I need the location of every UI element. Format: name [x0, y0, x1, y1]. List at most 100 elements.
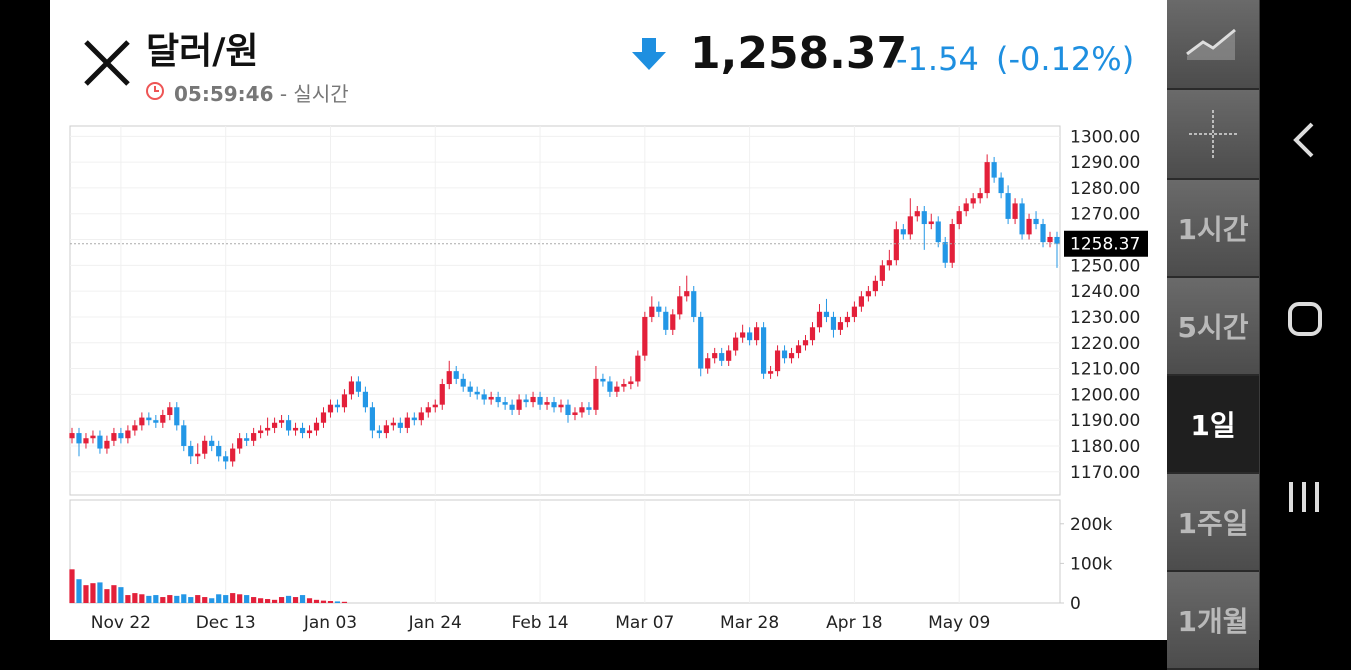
candle-body — [271, 422, 278, 428]
volume-bar — [216, 594, 222, 603]
volume-bar — [223, 595, 229, 603]
candle-body — [600, 378, 606, 382]
volume-bar — [90, 583, 96, 603]
interval-button[interactable]: 5시간 — [1167, 278, 1259, 376]
candle-body — [230, 448, 236, 462]
interval-button[interactable]: 1주일 — [1167, 474, 1259, 572]
candle-body — [635, 355, 641, 382]
candle-body — [306, 430, 313, 434]
volume-bar — [132, 593, 138, 603]
candle-body — [593, 378, 599, 410]
candle-body — [1012, 203, 1018, 219]
candle-body — [446, 371, 452, 385]
candle-body — [537, 396, 543, 405]
candle-body — [935, 221, 941, 243]
candle-body — [132, 425, 138, 431]
candle-body — [802, 340, 809, 346]
y-tick-label: 1240.00 — [1070, 282, 1140, 302]
volume-bar — [97, 582, 103, 603]
candle-body — [146, 417, 152, 421]
candle-body — [202, 440, 208, 454]
volume-bar — [69, 569, 75, 603]
candle-body — [502, 402, 508, 405]
crosshair-button[interactable] — [1167, 90, 1259, 180]
candle-body — [760, 327, 767, 374]
candle-body — [788, 353, 795, 359]
candle-body — [579, 407, 585, 413]
y-tick-label: 1250.00 — [1070, 256, 1140, 276]
candle-body — [390, 422, 396, 426]
volume-bar — [237, 594, 243, 603]
candle-body — [209, 440, 215, 446]
volume-bar — [334, 601, 341, 603]
candle-body — [292, 427, 299, 431]
candle-body — [1026, 218, 1032, 235]
candle-body — [418, 412, 424, 421]
x-tick-label: Dec 13 — [196, 613, 256, 633]
candle-body — [998, 177, 1004, 194]
candle-body — [558, 404, 564, 408]
last-price-tag — [1064, 230, 1148, 257]
x-tick-label: Mar 28 — [720, 613, 779, 633]
candle-body — [334, 404, 341, 408]
candle-body — [244, 438, 250, 441]
volume-bar — [244, 595, 250, 603]
candle-body — [858, 296, 864, 307]
candle-body — [956, 211, 962, 225]
change-percent: (-0.12%) — [996, 40, 1135, 78]
volume-bar — [320, 600, 327, 603]
y-tick-label: 1270.00 — [1070, 205, 1140, 225]
candle-body — [907, 216, 913, 235]
candle-body — [258, 430, 264, 434]
candle-body — [118, 433, 124, 439]
change: -1.54 — [896, 40, 979, 78]
close-button[interactable] — [78, 32, 138, 92]
candle-body — [921, 211, 927, 225]
candle-body — [509, 404, 515, 410]
candle-body — [481, 394, 487, 400]
chart-type-button[interactable] — [1167, 0, 1259, 90]
candle-body — [565, 404, 571, 416]
volume-bar — [118, 587, 124, 603]
volume-bar — [265, 599, 271, 603]
candle-body — [355, 381, 362, 392]
candle-body — [767, 371, 774, 374]
volume-bar — [306, 598, 313, 603]
candle-body — [523, 399, 529, 403]
volume-bar — [174, 595, 180, 603]
candle-body — [900, 229, 906, 235]
candle-body — [984, 162, 990, 194]
x-tick-label: Nov 22 — [91, 613, 151, 633]
status: - 실시간 — [279, 82, 349, 106]
volume-bar — [195, 595, 201, 603]
y-tick-label: 1290.00 — [1070, 153, 1140, 173]
candle-body — [153, 420, 159, 423]
home-button[interactable] — [1288, 302, 1322, 336]
back-button[interactable] — [1293, 122, 1314, 158]
interval-button[interactable]: 1개월 — [1167, 572, 1259, 670]
candle-body — [327, 404, 334, 413]
y-tick-label: 1180.00 — [1070, 437, 1140, 457]
candle-body — [893, 229, 899, 261]
y-tick-label: 1280.00 — [1070, 179, 1140, 199]
candle-body — [397, 422, 403, 428]
interval-button[interactable]: 1시간 — [1167, 180, 1259, 278]
candle-body — [432, 404, 438, 408]
last-price-label: 1258.37 — [1070, 235, 1140, 255]
candle-body — [795, 345, 802, 354]
candle-body — [516, 399, 522, 410]
candle-body — [656, 306, 662, 312]
candle-body — [1019, 203, 1025, 235]
candle-body — [851, 306, 858, 317]
recents-button[interactable] — [1289, 482, 1319, 512]
y-tick-label: 1300.00 — [1070, 127, 1140, 147]
y-tick-label: 1210.00 — [1070, 360, 1140, 380]
candle-body — [188, 445, 194, 457]
nav-bar — [1260, 0, 1351, 640]
interval-button[interactable]: 1일 — [1167, 376, 1259, 474]
candle-body — [411, 417, 417, 421]
candle-body — [97, 435, 103, 449]
candle-body — [160, 415, 166, 423]
candle-body — [1047, 236, 1053, 243]
candle-body — [698, 316, 704, 369]
